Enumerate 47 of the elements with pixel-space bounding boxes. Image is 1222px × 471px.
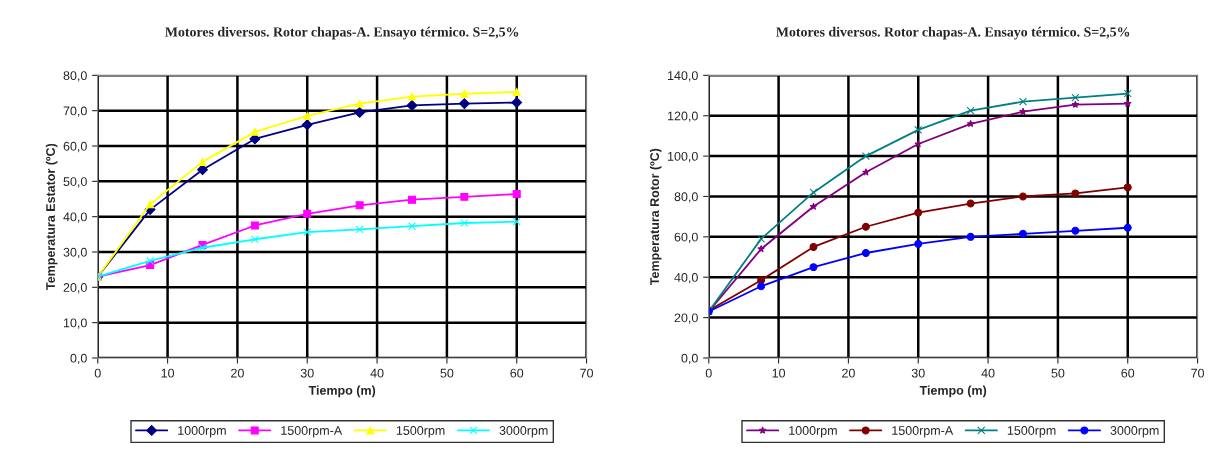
x-tick-label: 50 — [440, 368, 454, 378]
legend-label: 1500rpm-A — [281, 426, 343, 438]
x-tick-label: 0 — [94, 368, 101, 378]
x-tick-label: 10 — [161, 368, 175, 378]
legend-label: 1500rpm — [1007, 426, 1056, 438]
x-tick-label: 20 — [231, 368, 244, 378]
legend-label: 1000rpm — [789, 426, 837, 438]
y-tick-label: 40,0 — [674, 273, 698, 284]
y-tick-label: 60,0 — [63, 141, 87, 153]
x-axis-title: Tiempo (m) — [308, 385, 376, 398]
y-tick-label: 80,0 — [674, 192, 698, 203]
y-tick-label: 0,0 — [681, 353, 698, 365]
y-tick-label: 120,0 — [668, 111, 698, 122]
y-tick-label: 60,0 — [674, 232, 698, 243]
legend-label: 3000rpm — [499, 426, 548, 438]
y-axis-title: Temperatura Estator (ºC) — [45, 143, 58, 290]
y-tick-label: 30,0 — [63, 247, 87, 259]
y-tick-label: 140,0 — [668, 71, 698, 82]
y-tick-label: 0,0 — [70, 353, 87, 365]
chart-title: Motores diversos. Rotor chapas-A. Ensayo térmico. S=2,5% — [165, 26, 519, 40]
x-tick-label: 70 — [580, 368, 594, 378]
y-axis-title: Temperatura Rotor (ºC) — [649, 148, 662, 286]
x-tick-label: 0 — [705, 368, 712, 378]
y-tick-label: 20,0 — [63, 283, 87, 294]
x-tick-label: 10 — [772, 368, 786, 378]
x-tick-label: 30 — [300, 368, 314, 378]
x-tick-label: 40 — [370, 368, 384, 378]
x-tick-label: 70 — [1191, 368, 1205, 378]
legend-label: 1500rpm-A — [892, 426, 954, 438]
y-tick-label: 20,0 — [674, 313, 698, 324]
legend-label: 1000rpm — [178, 426, 226, 438]
y-tick-label: 70,0 — [63, 106, 87, 117]
x-tick-label: 30 — [911, 368, 925, 378]
y-tick-label: 50,0 — [63, 177, 87, 188]
y-tick-label: 80,0 — [63, 71, 87, 82]
x-tick-label: 50 — [1051, 368, 1065, 378]
x-tick-label: 40 — [981, 368, 995, 378]
x-tick-label: 20 — [842, 368, 855, 378]
y-tick-label: 100,0 — [668, 151, 698, 163]
x-tick-label: 60 — [510, 368, 524, 378]
x-axis-title: Tiempo (m) — [919, 385, 987, 398]
chart-title: Motores diversos. Rotor chapas-A. Ensayo térmico. S=2,5% — [776, 26, 1130, 40]
y-tick-label: 40,0 — [63, 212, 87, 223]
legend-label: 1500rpm — [396, 426, 445, 438]
x-tick-label: 60 — [1121, 368, 1135, 378]
y-tick-label: 10,0 — [63, 318, 87, 329]
legend-label: 3000rpm — [1110, 426, 1159, 438]
